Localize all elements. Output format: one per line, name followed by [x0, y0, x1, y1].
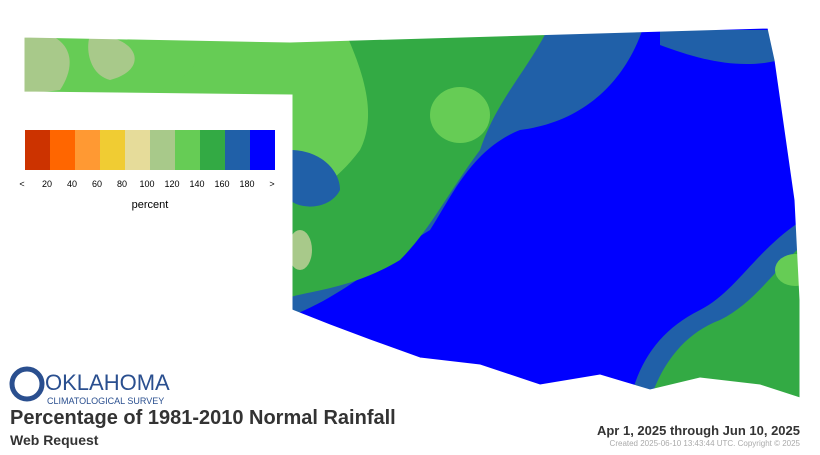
legend: <20 40 60 80 100 120 140 160 180 > [19, 130, 275, 189]
legend-swatch [175, 130, 200, 170]
legend-label: 180 [239, 179, 254, 189]
state-outline [23, 27, 801, 399]
legend-label: 20 [42, 179, 52, 189]
title: Percentage of 1981-2010 Normal Rainfall [10, 407, 396, 429]
legend-swatch [75, 130, 100, 170]
legend-label: 160 [214, 179, 229, 189]
legend-label: 140 [189, 179, 204, 189]
date-range: Apr 1, 2025 through Jun 10, 2025 [597, 423, 800, 438]
legend-swatch [225, 130, 250, 170]
credit: Created 2025-06-10 13:43:44 UTC. Copyrig… [610, 439, 801, 448]
legend-swatch [250, 130, 275, 170]
legend-swatch [125, 130, 150, 170]
legend-label: 40 [67, 179, 77, 189]
legend-swatch [50, 130, 75, 170]
legend-swatch [150, 130, 175, 170]
logo-name: OKLAHOMA [45, 370, 170, 395]
legend-label: 60 [92, 179, 102, 189]
legend-unit: percent [132, 199, 169, 211]
legend-swatch [25, 130, 50, 170]
logo-sub: CLIMATOLOGICAL SURVEY [47, 396, 164, 406]
legend-label: > [269, 179, 274, 189]
logo-icon [9, 366, 45, 402]
legend-swatch [200, 130, 225, 170]
subtitle: Web Request [10, 432, 99, 448]
legend-swatch [100, 130, 125, 170]
legend-label: < [19, 179, 24, 189]
legend-label: 80 [117, 179, 127, 189]
legend-label: 100 [139, 179, 154, 189]
legend-label: 120 [164, 179, 179, 189]
